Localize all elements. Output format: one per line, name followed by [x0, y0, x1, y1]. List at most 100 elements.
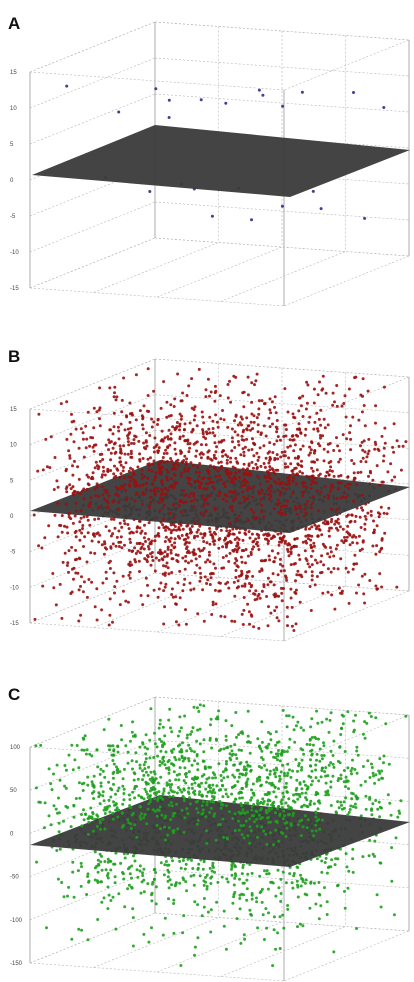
panel-b-data-point — [131, 413, 134, 417]
panel-c-data-point — [224, 719, 228, 723]
panel-c-data-point — [312, 802, 316, 806]
panel-c-data-point — [298, 922, 302, 926]
panel-c-data-point — [342, 769, 346, 772]
panel-b-data-point — [195, 449, 199, 453]
panel-b-data-point — [171, 503, 175, 507]
panel-c-data-point — [190, 749, 194, 753]
panel-c-data-point — [333, 863, 337, 867]
panel-c-data-point — [292, 811, 295, 815]
panel-c-data-point — [302, 780, 306, 784]
panel-c-data-point — [376, 807, 380, 811]
panel-b-data-point — [138, 452, 142, 456]
panel-b-data-point — [68, 511, 72, 515]
panel-c-data-point — [144, 790, 148, 794]
panel-c-data-point — [133, 823, 137, 827]
panel-b-data-point — [294, 588, 298, 592]
panel-b-data-point — [104, 525, 108, 529]
panel-c-data-point — [285, 714, 289, 718]
panel-b-data-point — [266, 532, 270, 536]
panel-b-data-point — [257, 407, 261, 411]
panel-c-data-point — [241, 811, 245, 814]
panel-b-data-point — [352, 499, 356, 503]
panel-b-data-point — [356, 471, 360, 475]
panel-c-data-point — [182, 878, 186, 882]
panel-b-data-point — [121, 486, 125, 490]
panel-c-data-point — [226, 746, 230, 749]
panel-c-data-point — [162, 787, 166, 791]
panel-b-data-point — [67, 549, 71, 553]
panel-b-data-point — [213, 588, 217, 592]
panel-b-data-point — [353, 376, 357, 380]
panel-c-data-point — [159, 775, 163, 779]
panel-c-data-point — [317, 818, 321, 821]
panel-b-data-point — [255, 597, 259, 601]
panel-b-data-point — [64, 467, 68, 471]
panel-c-data-point — [57, 830, 61, 834]
panel-c-data-point — [323, 861, 327, 864]
panel-b-data-point — [82, 580, 86, 584]
panel-c-data-point — [139, 891, 143, 895]
panel-b-data-point — [298, 558, 302, 561]
panel-c-data-point — [112, 762, 116, 766]
panel-b-data-point — [190, 524, 194, 528]
panel-b-data-point — [390, 478, 394, 482]
panel-b-data-point — [197, 475, 201, 478]
panel-b-data-point — [363, 514, 367, 518]
panel-c-data-point — [291, 715, 295, 719]
panel-a-tick-label: 15 — [10, 70, 17, 76]
panel-b-data-point — [174, 595, 178, 599]
panel-b-data-point — [90, 539, 94, 543]
panel-c-data-point — [80, 865, 83, 869]
panel-b-data-point — [329, 520, 333, 524]
panel-c-data-point — [143, 767, 147, 771]
panel-c-data-point — [324, 781, 328, 785]
panel-c-data-point — [114, 792, 117, 796]
panel-c-data-point — [54, 807, 58, 811]
panel-c-data-point — [105, 874, 109, 878]
panel-b-data-point — [317, 527, 321, 531]
panel-c-data-point — [394, 836, 398, 840]
panel-b-data-point — [267, 461, 271, 465]
panel-c-data-point — [290, 881, 294, 885]
panel-c-data-point — [174, 758, 178, 762]
panel-a-data-point — [300, 90, 304, 94]
panel-b-data-point — [329, 546, 332, 550]
panel-b-data-point — [239, 501, 243, 505]
panel-c-grid-line — [93, 917, 219, 968]
panel-b-data-point — [174, 467, 178, 471]
panel-c-data-point — [299, 747, 303, 751]
panel-b-tick-label: 0 — [10, 514, 14, 520]
panel-c-data-point — [200, 794, 204, 798]
panel-b-data-point — [289, 547, 293, 551]
panel-b-data-point — [70, 420, 74, 424]
panel-b-data-point — [348, 543, 352, 547]
panel-b-data-point — [375, 587, 379, 591]
panel-b-data-point — [63, 551, 67, 555]
panel-b-data-point — [140, 476, 144, 480]
panel-b-data-point — [185, 533, 189, 537]
panel-c-data-point — [95, 813, 99, 817]
panel-b-data-point — [146, 545, 150, 548]
panel-b-data-point — [345, 437, 349, 441]
panel-b-data-point — [186, 469, 190, 473]
panel-b-data-point — [351, 535, 354, 539]
panel-c-data-point — [119, 861, 123, 865]
panel-c-data-point — [119, 724, 123, 727]
panel-c-data-point — [168, 795, 172, 799]
panel-b-data-point — [126, 427, 130, 431]
panel-b-data-point — [142, 441, 146, 445]
panel-b-data-point — [182, 583, 186, 587]
panel-b-data-point — [336, 487, 340, 491]
panel-c-data-point — [363, 720, 367, 724]
panel-b-data-point — [252, 485, 256, 488]
panel-b-data-point — [248, 582, 251, 585]
panel-c-data-point — [273, 771, 277, 775]
panel-b-data-point — [169, 432, 173, 436]
panel-b-data-point — [275, 453, 279, 457]
panel-b-data-point — [335, 526, 338, 530]
panel-b-data-point — [319, 436, 322, 440]
panel-b-data-point — [372, 519, 375, 523]
panel-c-data-point — [238, 897, 242, 900]
panel-b-data-point — [149, 456, 152, 460]
panel-b-data-point — [262, 462, 266, 465]
